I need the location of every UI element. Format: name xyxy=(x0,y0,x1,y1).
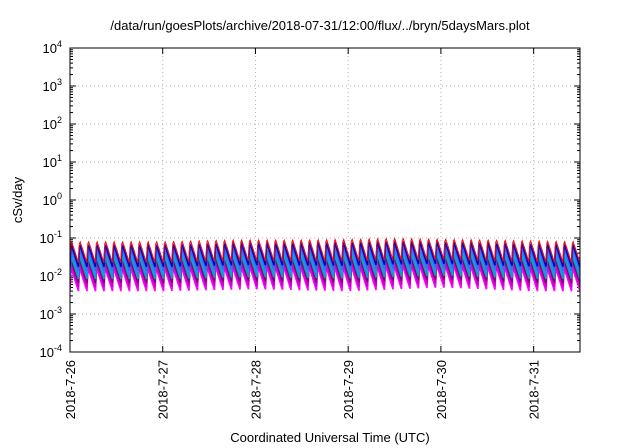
x-tick-label: 2018-7-29 xyxy=(341,360,356,419)
y-tick-label: 10-1 xyxy=(40,229,62,246)
y-tick-label: 10-2 xyxy=(40,267,62,284)
y-tick-label: 10-3 xyxy=(40,305,62,322)
plot-frame xyxy=(69,47,581,353)
series-line xyxy=(70,264,580,292)
x-tick-label: 2018-7-31 xyxy=(527,360,542,419)
y-tick-label: 101 xyxy=(43,153,62,170)
series-line xyxy=(70,260,580,288)
series-line xyxy=(70,256,580,284)
chart-title: /data/run/goesPlots/archive/2018-07-31/1… xyxy=(110,18,530,33)
series-line xyxy=(70,248,580,276)
x-tick-label: 2018-7-28 xyxy=(248,360,263,419)
x-tick-label: 2018-7-27 xyxy=(156,360,171,419)
x-tick-label: 2018-7-30 xyxy=(434,360,449,419)
y-tick-label: 103 xyxy=(43,77,62,94)
y-tick-label: 10-4 xyxy=(40,343,62,360)
series-line xyxy=(70,237,580,264)
series-line xyxy=(70,244,580,272)
y-axis-label: cSv/day xyxy=(10,176,25,223)
series-line xyxy=(70,240,580,268)
y-tick-label: 104 xyxy=(43,39,62,56)
x-tick-label: 2018-7-26 xyxy=(63,360,78,419)
x-axis-label: Coordinated Universal Time (UTC) xyxy=(230,430,429,445)
y-tick-label: 100 xyxy=(43,191,62,208)
y-tick-label: 102 xyxy=(43,115,62,132)
series-line xyxy=(70,252,580,280)
